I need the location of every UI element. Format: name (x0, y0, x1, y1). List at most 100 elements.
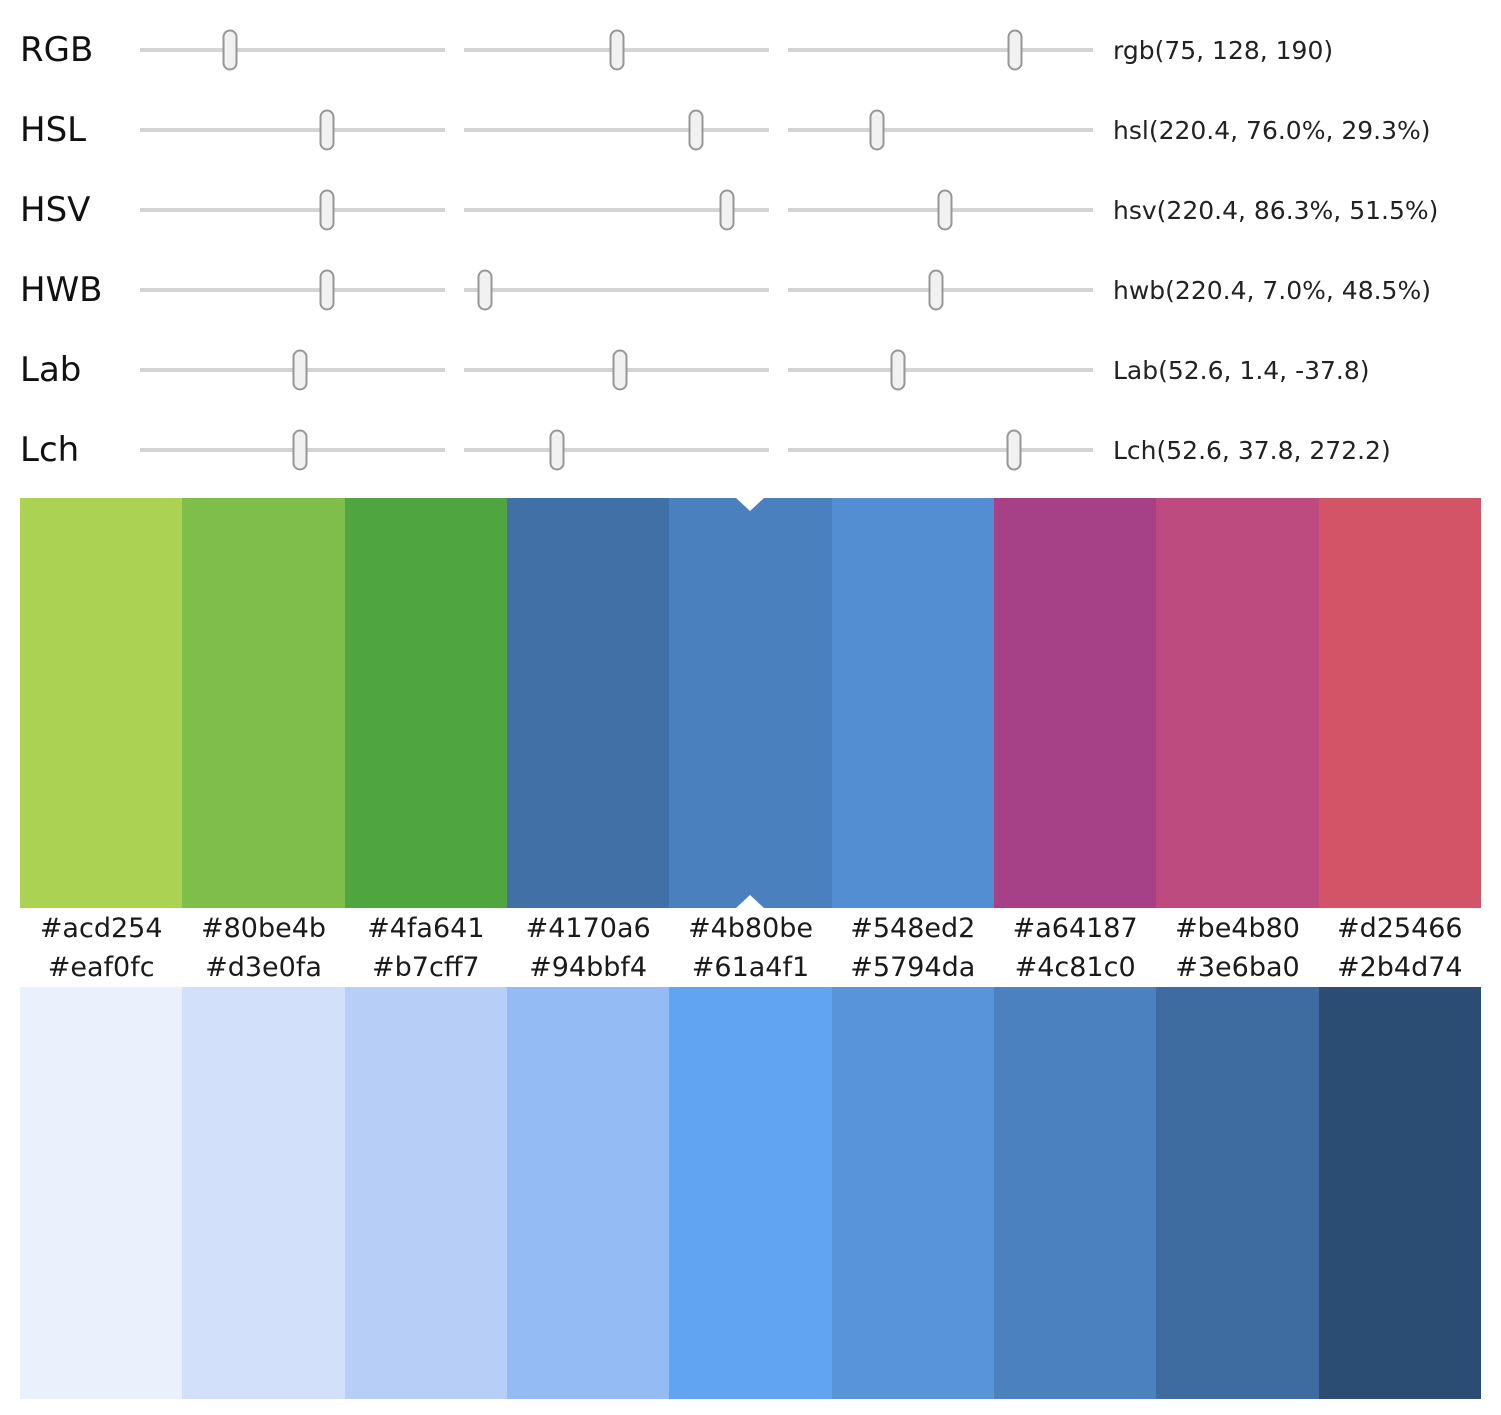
lch-slider-1[interactable] (140, 410, 445, 490)
hsv-slider-1[interactable] (140, 170, 445, 250)
palette-swatch[interactable] (1318, 987, 1481, 1399)
lch-value-text: Lch(52.6, 37.8, 272.2) (1113, 435, 1391, 465)
slider-handle[interactable] (319, 109, 335, 151)
palette-swatch[interactable] (669, 987, 832, 1399)
lch-slider-3[interactable] (788, 410, 1093, 490)
main-palette-hex-labels: #acd254 #80be4b #4fa641 #4170a6 #4b80be … (20, 908, 1481, 948)
palette-swatch[interactable] (993, 498, 1157, 908)
palette-swatch[interactable] (506, 498, 670, 908)
rgb-slider-3[interactable] (788, 10, 1093, 90)
hex-label: #4170a6 (525, 912, 651, 944)
lab-slider-3[interactable] (788, 330, 1093, 410)
hsl-label: HSL (20, 110, 87, 150)
palette-swatch[interactable] (182, 987, 345, 1399)
hsv-value-text: hsv(220.4, 86.3%, 51.5%) (1113, 195, 1439, 225)
slider-handle[interactable] (890, 349, 906, 391)
slider-row-hsl: HSL hsl(220.4, 76.0%, 29.3%) (0, 90, 1501, 170)
slider-handle[interactable] (319, 189, 335, 231)
lab-label: Lab (20, 350, 82, 390)
rgb-label: RGB (20, 30, 94, 70)
hsl-slider-2[interactable] (464, 90, 769, 170)
slider-handle[interactable] (1007, 29, 1023, 71)
slider-track[interactable] (464, 128, 769, 132)
hex-label: #d3e0fa (205, 952, 322, 983)
hsv-slider-2[interactable] (464, 170, 769, 250)
palette-swatch[interactable] (182, 498, 345, 908)
palette-swatch[interactable] (831, 987, 994, 1399)
lch-slider-2[interactable] (464, 410, 769, 490)
hwb-slider-3[interactable] (788, 250, 1093, 330)
slider-handle[interactable] (292, 429, 308, 471)
hex-label: #d25466 (1336, 912, 1463, 944)
slider-handle[interactable] (869, 109, 885, 151)
hsv-slider-3[interactable] (788, 170, 1093, 250)
slider-handle[interactable] (319, 269, 335, 311)
palette-swatch-selected[interactable] (669, 498, 832, 908)
rgb-slider-2[interactable] (464, 10, 769, 90)
palette-swatch[interactable] (20, 987, 183, 1399)
slider-track[interactable] (140, 288, 445, 292)
slider-handle[interactable] (477, 269, 493, 311)
slider-track[interactable] (140, 448, 445, 452)
slider-handle[interactable] (937, 189, 953, 231)
hex-label: #4c81c0 (1014, 952, 1136, 983)
slider-track[interactable] (140, 368, 445, 372)
hsv-label: HSV (20, 190, 91, 230)
hsl-slider-3[interactable] (788, 90, 1093, 170)
slider-track[interactable] (464, 288, 769, 292)
slider-handle[interactable] (928, 269, 944, 311)
selection-notch-top-icon (736, 498, 765, 511)
slider-row-hwb: HWB hwb(220.4, 7.0%, 48.5%) (0, 250, 1501, 330)
slider-track[interactable] (140, 128, 445, 132)
slider-handle[interactable] (612, 349, 628, 391)
main-palette (20, 498, 1481, 908)
hsl-slider-1[interactable] (140, 90, 445, 170)
slider-track[interactable] (464, 208, 769, 212)
slider-handle[interactable] (549, 429, 565, 471)
slider-handle[interactable] (1006, 429, 1022, 471)
lab-value-text: Lab(52.6, 1.4, -37.8) (1113, 355, 1370, 385)
color-sliders-panel: RGB rgb(75, 128, 190) HSL (0, 0, 1501, 490)
slider-track[interactable] (140, 208, 445, 212)
palette-swatch[interactable] (1156, 987, 1319, 1399)
hex-label: #94bbf4 (529, 952, 648, 983)
hwb-slider-2[interactable] (464, 250, 769, 330)
hwb-slider-1[interactable] (140, 250, 445, 330)
palette-swatch[interactable] (1318, 498, 1481, 908)
palette-swatch[interactable] (344, 987, 507, 1399)
hex-label: #b7cff7 (372, 952, 480, 983)
slider-track[interactable] (464, 448, 769, 452)
slider-track[interactable] (788, 128, 1093, 132)
palette-swatch[interactable] (506, 987, 670, 1399)
hex-label: #2b4d74 (1336, 952, 1463, 983)
palette-swatch[interactable] (20, 498, 183, 908)
palette-swatch[interactable] (993, 987, 1157, 1399)
palette-swatch[interactable] (1156, 498, 1319, 908)
hsl-value-text: hsl(220.4, 76.0%, 29.3%) (1113, 115, 1431, 145)
palette-swatch[interactable] (344, 498, 507, 908)
palette-swatch[interactable] (831, 498, 994, 908)
slider-row-lab: Lab Lab(52.6, 1.4, -37.8) (0, 330, 1501, 410)
hex-label: #eaf0fc (47, 952, 155, 983)
slider-track[interactable] (788, 48, 1093, 52)
lab-slider-1[interactable] (140, 330, 445, 410)
slider-track[interactable] (788, 448, 1093, 452)
hex-label: #a64187 (1012, 912, 1138, 944)
slider-handle[interactable] (609, 29, 625, 71)
slider-track[interactable] (788, 368, 1093, 372)
hex-label: #3e6ba0 (1175, 952, 1300, 983)
lab-slider-2[interactable] (464, 330, 769, 410)
slider-handle[interactable] (292, 349, 308, 391)
slider-handle[interactable] (719, 189, 735, 231)
selection-notch-bottom-icon (736, 895, 765, 908)
slider-track[interactable] (140, 48, 445, 52)
slider-handle[interactable] (688, 109, 704, 151)
lch-label: Lch (20, 430, 80, 470)
slider-row-hsv: HSV hsv(220.4, 86.3%, 51.5%) (0, 170, 1501, 250)
hex-label: #61a4f1 (691, 952, 810, 983)
slider-row-rgb: RGB rgb(75, 128, 190) (0, 10, 1501, 90)
tints-palette-hex-labels: #eaf0fc #d3e0fa #b7cff7 #94bbf4 #61a4f1 … (20, 948, 1481, 987)
rgb-slider-1[interactable] (140, 10, 445, 90)
slider-handle[interactable] (222, 29, 238, 71)
hex-label: #4b80be (687, 912, 813, 944)
